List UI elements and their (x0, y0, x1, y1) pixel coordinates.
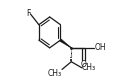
Text: OH: OH (94, 43, 106, 52)
Text: CH₃: CH₃ (48, 69, 62, 78)
Polygon shape (60, 39, 71, 48)
Text: O: O (81, 60, 87, 69)
Text: F: F (26, 9, 30, 18)
Text: CH₃: CH₃ (82, 63, 96, 72)
